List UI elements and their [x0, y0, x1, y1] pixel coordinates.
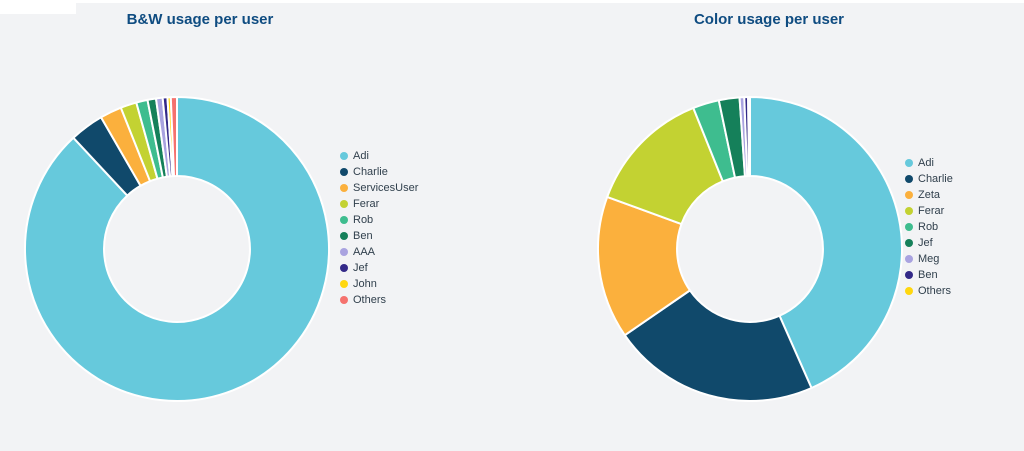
- window-top-left-artifact: [0, 0, 76, 14]
- legend-swatch-icon: [340, 200, 348, 208]
- legend-label: Ferar: [353, 198, 380, 210]
- legend-label: Others: [918, 285, 952, 297]
- legend-label: John: [353, 278, 377, 290]
- color-chart-legend: Adi Charlie Zeta Ferar Rob Jef Meg Ben Others: [905, 155, 953, 299]
- legend-label: Ben: [353, 230, 373, 242]
- legend-item-Adi[interactable]: Adi: [340, 148, 418, 164]
- legend-label: Zeta: [918, 189, 941, 201]
- legend-swatch-icon: [905, 175, 913, 183]
- bw-chart-title: B&W usage per user: [126, 11, 274, 28]
- legend-item-John[interactable]: John: [340, 276, 418, 292]
- bw-chart-legend: Adi Charlie ServicesUser Ferar Rob Ben AAA Jef J…: [340, 148, 418, 308]
- legend-swatch-icon: [340, 152, 348, 160]
- legend-label: Ben: [918, 269, 938, 281]
- donut-slice-Zeta[interactable]: [597, 195, 691, 337]
- legend-swatch-icon: [905, 255, 913, 263]
- legend-label: Jef: [918, 237, 933, 249]
- bw-donut-chart[interactable]: [24, 96, 330, 402]
- legend-swatch-icon: [905, 271, 913, 279]
- legend-item-Zeta[interactable]: Zeta: [905, 187, 953, 203]
- donut-slice-Others[interactable]: [747, 96, 751, 178]
- legend-label: Charlie: [918, 173, 953, 185]
- donut-slice-Adi[interactable]: [749, 96, 903, 389]
- legend-item-Charlie[interactable]: Charlie: [340, 164, 418, 180]
- legend-item-Adi[interactable]: Adi: [905, 155, 953, 171]
- legend-swatch-icon: [340, 216, 348, 224]
- legend-label: Charlie: [353, 166, 388, 178]
- legend-label: Rob: [918, 221, 939, 233]
- legend-swatch-icon: [340, 184, 348, 192]
- legend-swatch-icon: [340, 232, 348, 240]
- legend-label: Rob: [353, 214, 374, 226]
- legend-item-AAA[interactable]: AAA: [340, 244, 418, 260]
- legend-swatch-icon: [340, 296, 348, 304]
- legend-item-Rob[interactable]: Rob: [905, 219, 953, 235]
- legend-item-Meg[interactable]: Meg: [905, 251, 953, 267]
- legend-label: Adi: [353, 150, 369, 162]
- donut-slice-Charlie[interactable]: [623, 289, 813, 402]
- legend-item-Others[interactable]: Others: [905, 283, 953, 299]
- legend-item-Ben[interactable]: Ben: [905, 267, 953, 283]
- legend-item-Ferar[interactable]: Ferar: [340, 196, 418, 212]
- legend-item-Others[interactable]: Others: [340, 292, 418, 308]
- legend-item-Jef[interactable]: Jef: [340, 260, 418, 276]
- legend-swatch-icon: [905, 223, 913, 231]
- color-usage-chart-panel: Color usage per user Adi Charlie Zeta Ferar…: [512, 0, 1024, 451]
- legend-swatch-icon: [340, 168, 348, 176]
- legend-label: Meg: [918, 253, 940, 265]
- legend-swatch-icon: [340, 264, 348, 272]
- legend-label: Adi: [918, 157, 934, 169]
- color-chart-title: Color usage per user: [693, 11, 845, 28]
- legend-swatch-icon: [905, 191, 913, 199]
- legend-label: Jef: [353, 262, 368, 274]
- color-donut-chart[interactable]: [597, 96, 903, 402]
- legend-item-Charlie[interactable]: Charlie: [905, 171, 953, 187]
- legend-swatch-icon: [905, 159, 913, 167]
- bw-usage-chart-panel: B&W usage per user Adi Charlie ServicesUse…: [24, 11, 418, 402]
- legend-label: Ferar: [918, 205, 945, 217]
- legend-swatch-icon: [905, 207, 913, 215]
- legend-item-ServicesUser[interactable]: ServicesUser: [340, 180, 418, 196]
- window-top-strip: [0, 0, 1024, 3]
- donut-slice-Others[interactable]: [169, 96, 178, 178]
- legend-item-Ben[interactable]: Ben: [340, 228, 418, 244]
- legend-swatch-icon: [340, 248, 348, 256]
- legend-label: ServicesUser: [353, 182, 419, 194]
- legend-swatch-icon: [340, 280, 348, 288]
- legend-label: AAA: [353, 246, 376, 258]
- legend-item-Ferar[interactable]: Ferar: [905, 203, 953, 219]
- legend-swatch-icon: [905, 239, 913, 247]
- donut-slice-Adi[interactable]: [24, 96, 330, 402]
- legend-label: Others: [353, 294, 387, 306]
- legend-swatch-icon: [905, 287, 913, 295]
- legend-item-Jef[interactable]: Jef: [905, 235, 953, 251]
- legend-item-Rob[interactable]: Rob: [340, 212, 418, 228]
